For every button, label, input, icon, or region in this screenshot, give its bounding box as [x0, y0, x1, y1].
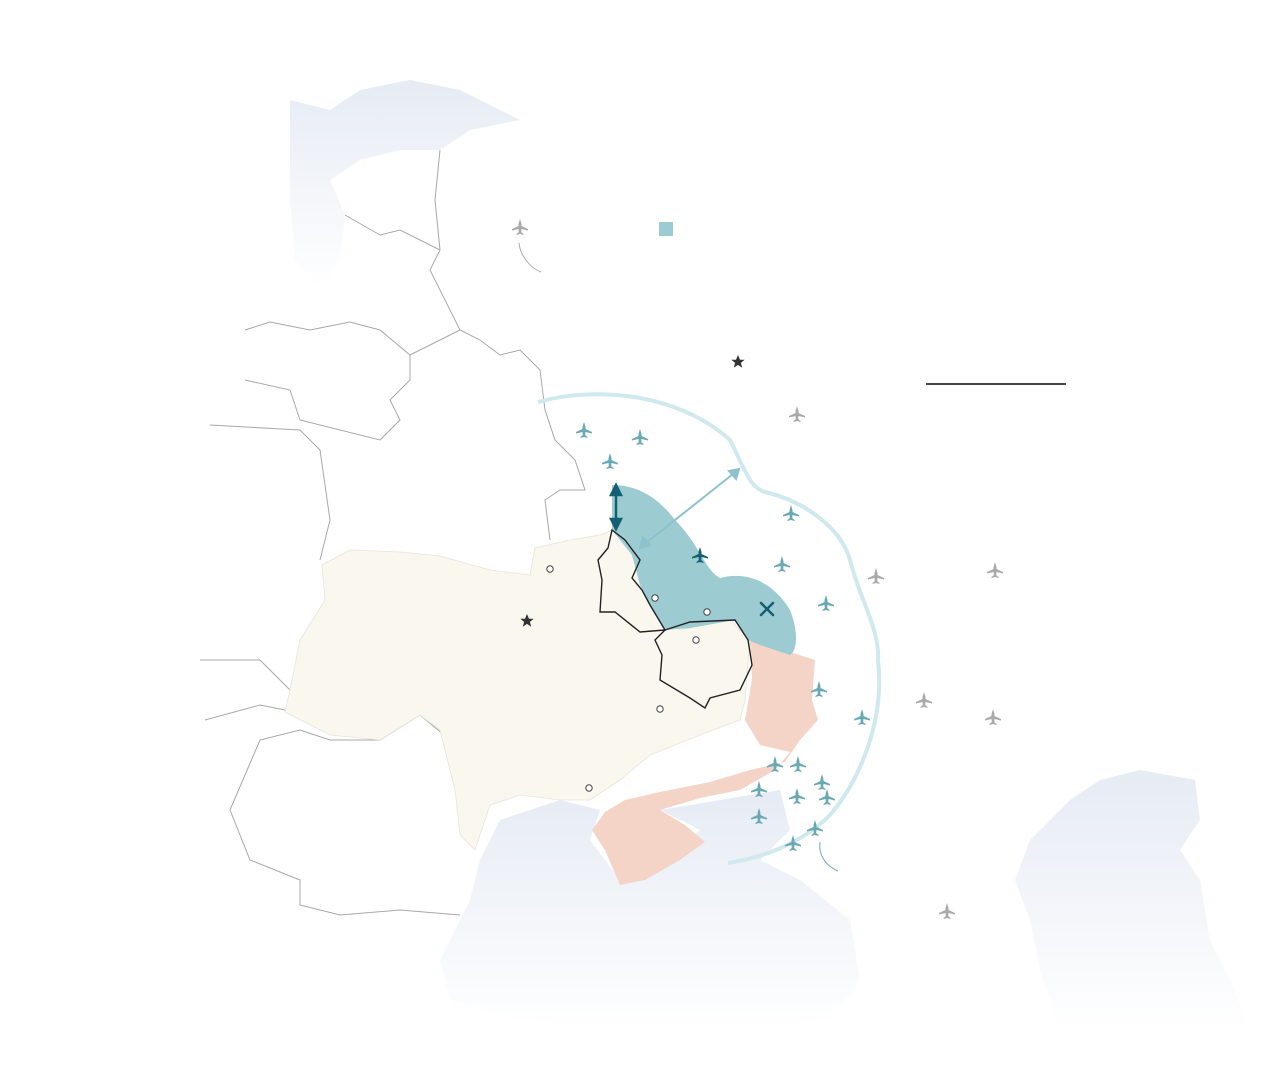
occupied-territory	[592, 640, 818, 885]
circle-icon	[651, 594, 659, 602]
plane-icon	[987, 562, 1003, 578]
plane-icon	[811, 681, 827, 697]
plane-icon	[854, 709, 870, 725]
range-arrow-icon	[638, 467, 741, 550]
plane-icon	[868, 568, 884, 584]
plane-icon	[783, 505, 799, 521]
circle-icon	[703, 608, 711, 616]
circle-icon	[656, 705, 664, 713]
plane-icon	[814, 774, 830, 790]
leader-line	[518, 242, 542, 273]
circle-icon	[692, 636, 700, 644]
plane-icon	[632, 429, 648, 445]
plane-icon	[818, 595, 834, 611]
plane-icon	[774, 556, 790, 572]
circle-icon	[585, 784, 593, 792]
plane-icon	[576, 422, 592, 438]
plane-icon	[789, 788, 805, 804]
plane-icon	[512, 219, 528, 235]
legend-swatch-square-icon	[659, 222, 673, 236]
circle-icon	[546, 565, 554, 573]
ukraine-controlled-territory	[284, 529, 751, 851]
star-icon	[731, 355, 745, 368]
plane-icon	[789, 406, 805, 422]
caspian-sea	[1015, 770, 1250, 1030]
leader-line	[819, 841, 839, 872]
plane-icon	[939, 903, 955, 919]
black-sea	[440, 790, 860, 1030]
cities	[546, 565, 711, 792]
pickaxes-icon	[759, 601, 775, 617]
plane-icon	[790, 756, 806, 772]
baltic-sea	[290, 80, 520, 290]
plane-icon	[916, 692, 932, 708]
buffer-zone	[612, 485, 796, 655]
plane-icon	[602, 453, 618, 469]
depth-arrow-icon	[608, 482, 624, 532]
border-regions-outline	[597, 528, 753, 710]
plane-icon	[819, 789, 835, 805]
strike-range-ring	[537, 392, 882, 865]
country-borders	[200, 149, 586, 916]
plane-icon	[985, 709, 1001, 725]
